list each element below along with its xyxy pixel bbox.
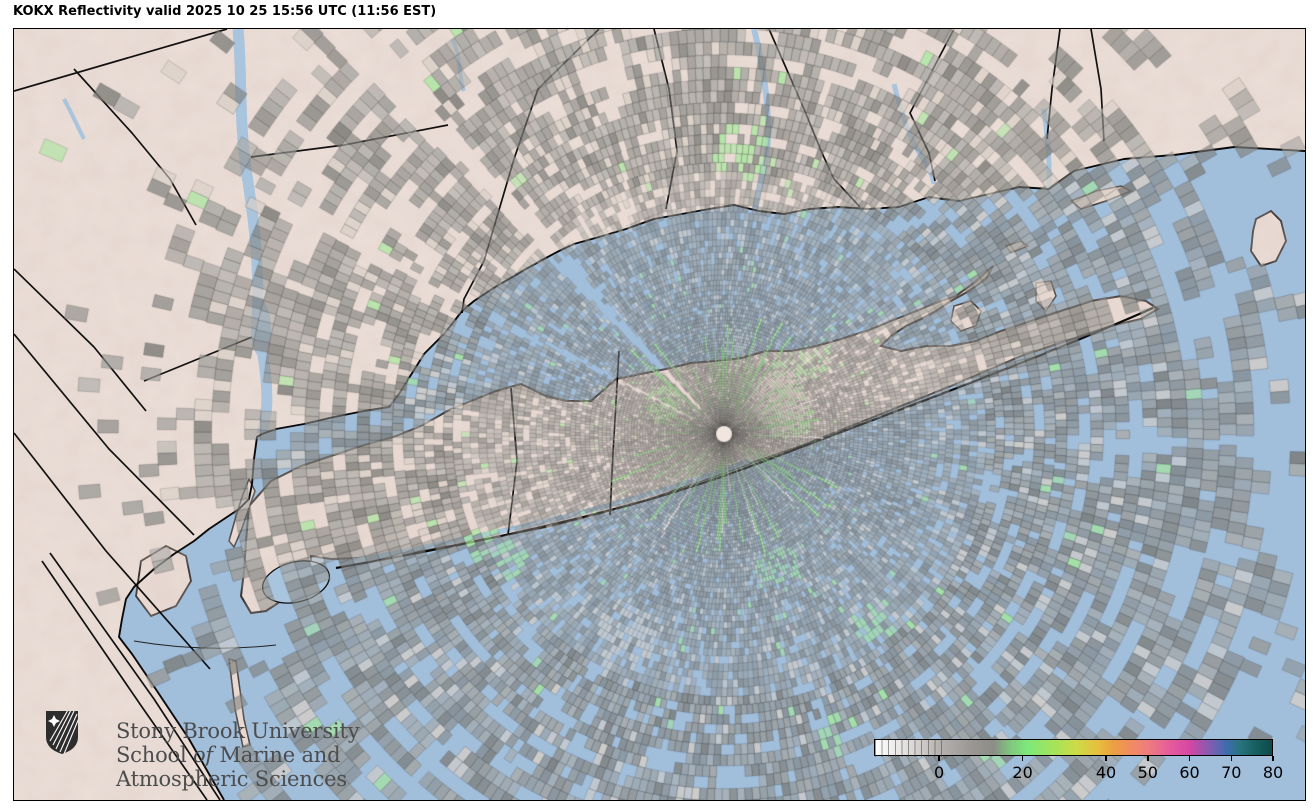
logo-line-2: School of Marine and xyxy=(116,743,341,767)
colorbar-tick-label: 60 xyxy=(1179,763,1200,782)
shield-icon xyxy=(46,711,78,754)
colorbar-tick-mark xyxy=(1230,756,1232,761)
colorbar-tick-label: 40 xyxy=(1095,763,1117,782)
star-icon xyxy=(48,715,60,727)
colorbar-segments xyxy=(875,740,944,757)
reflectivity-colorbar: 0 20 40 50 60 70 80 xyxy=(874,739,1283,785)
colorbar-tick-mark xyxy=(1021,756,1024,761)
colorbar-tick-label: 80 xyxy=(1262,763,1284,782)
colorbar-tick-mark xyxy=(1272,756,1274,761)
radar-map: 0 20 40 50 60 70 80 Stony Brook Univ xyxy=(13,28,1306,801)
colorbar-tick-mark xyxy=(1188,756,1191,761)
colorbar-tick-mark xyxy=(1147,756,1149,761)
colorbar-tick-label: 0 xyxy=(934,763,945,782)
colorbar-tick-mark xyxy=(1105,756,1107,761)
colorbar-tick-label: 50 xyxy=(1137,763,1158,782)
page-title: KOKX Reflectivity valid 2025 10 25 15:56… xyxy=(13,4,437,19)
logo-text: Stony Brook University School of Marine … xyxy=(116,719,360,791)
logo-line-3: Atmospheric Sciences xyxy=(116,767,347,791)
logo-line-1: Stony Brook University xyxy=(116,719,360,743)
colorbar-tick-mark xyxy=(938,756,940,761)
colorbar-tick-label: 20 xyxy=(1012,763,1033,782)
colorbar-gradient xyxy=(874,739,1273,757)
radar-cells-layer xyxy=(14,29,1305,800)
colorbar-tick-label: 70 xyxy=(1221,763,1242,782)
